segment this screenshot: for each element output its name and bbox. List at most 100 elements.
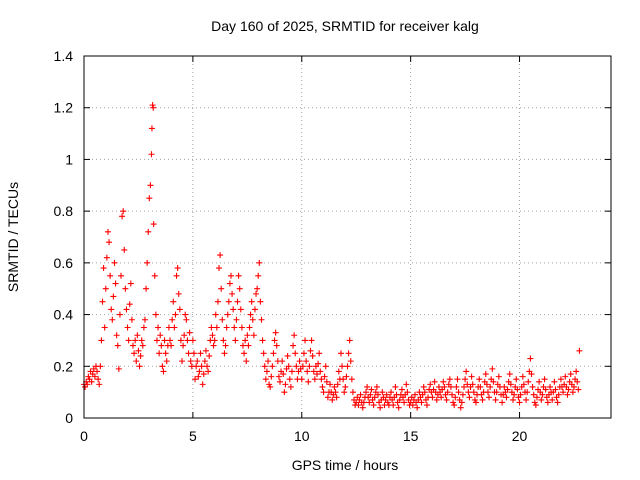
data-point bbox=[538, 396, 545, 403]
data-point bbox=[255, 272, 262, 279]
data-point bbox=[304, 368, 311, 375]
data-point bbox=[343, 373, 350, 380]
data-point bbox=[564, 391, 571, 398]
data-point bbox=[347, 358, 354, 365]
y-tick-label: 0.4 bbox=[54, 307, 74, 323]
x-tick-label: 0 bbox=[80, 428, 88, 444]
plot-frame bbox=[83, 55, 612, 419]
data-point bbox=[220, 337, 227, 344]
data-point bbox=[158, 342, 165, 349]
data-point bbox=[101, 324, 108, 331]
data-point bbox=[565, 386, 572, 393]
data-point bbox=[452, 394, 459, 401]
data-point bbox=[262, 376, 269, 383]
data-point bbox=[162, 350, 169, 357]
data-point bbox=[85, 373, 92, 380]
data-point bbox=[511, 391, 518, 398]
data-point bbox=[377, 404, 384, 411]
data-point bbox=[204, 363, 211, 370]
data-point bbox=[420, 383, 427, 390]
data-point bbox=[567, 371, 574, 378]
data-point bbox=[265, 358, 272, 365]
data-point bbox=[332, 389, 339, 396]
data-point bbox=[364, 383, 371, 390]
data-point bbox=[322, 363, 329, 370]
data-point bbox=[138, 337, 145, 344]
data-point bbox=[247, 311, 254, 318]
data-point bbox=[159, 363, 166, 370]
data-point bbox=[122, 285, 129, 292]
data-point bbox=[245, 342, 252, 349]
data-point bbox=[225, 298, 232, 305]
data-point bbox=[447, 383, 454, 390]
data-point bbox=[224, 311, 231, 318]
data-point bbox=[476, 376, 483, 383]
data-point bbox=[366, 399, 373, 406]
data-point bbox=[331, 383, 338, 390]
data-point bbox=[169, 316, 176, 323]
data-point bbox=[310, 368, 317, 375]
data-point bbox=[359, 404, 366, 411]
data-point bbox=[555, 391, 562, 398]
data-point bbox=[153, 337, 160, 344]
data-point bbox=[531, 399, 538, 406]
data-point bbox=[107, 272, 114, 279]
data-point bbox=[171, 324, 178, 331]
data-point bbox=[529, 383, 536, 390]
data-point bbox=[281, 389, 288, 396]
data-point bbox=[121, 246, 128, 253]
data-point bbox=[344, 363, 351, 370]
data-point bbox=[418, 399, 425, 406]
data-point bbox=[234, 298, 241, 305]
data-point bbox=[175, 290, 182, 297]
data-point bbox=[441, 383, 448, 390]
data-point bbox=[120, 208, 127, 215]
data-point bbox=[232, 337, 239, 344]
data-point bbox=[256, 259, 263, 266]
data-point bbox=[429, 394, 436, 401]
data-point bbox=[161, 337, 168, 344]
data-point bbox=[479, 396, 486, 403]
data-point bbox=[471, 396, 478, 403]
data-point bbox=[168, 342, 175, 349]
data-point bbox=[379, 389, 386, 396]
data-point bbox=[492, 396, 499, 403]
data-point bbox=[525, 378, 532, 385]
data-point bbox=[187, 358, 194, 365]
data-point bbox=[244, 332, 251, 339]
data-point bbox=[360, 399, 367, 406]
data-point bbox=[433, 396, 440, 403]
data-point bbox=[128, 316, 135, 323]
data-point bbox=[239, 342, 246, 349]
data-point bbox=[259, 337, 266, 344]
data-point bbox=[98, 337, 105, 344]
data-point bbox=[88, 378, 95, 385]
data-point bbox=[97, 363, 104, 370]
data-point bbox=[454, 376, 461, 383]
data-point bbox=[103, 254, 110, 261]
data-point bbox=[114, 342, 121, 349]
data-point bbox=[341, 389, 348, 396]
data-point bbox=[527, 355, 534, 362]
data-point bbox=[466, 394, 473, 401]
data-point bbox=[317, 368, 324, 375]
data-point bbox=[401, 399, 408, 406]
data-point bbox=[296, 358, 303, 365]
data-point bbox=[282, 381, 289, 388]
data-point bbox=[327, 381, 334, 388]
data-point bbox=[229, 290, 236, 297]
data-point bbox=[303, 358, 310, 365]
data-point bbox=[334, 381, 341, 388]
data-point bbox=[148, 125, 155, 132]
data-point bbox=[486, 394, 493, 401]
data-point bbox=[279, 358, 286, 365]
data-point bbox=[100, 265, 107, 272]
data-point bbox=[123, 306, 130, 313]
data-point bbox=[199, 381, 206, 388]
data-point bbox=[206, 352, 213, 359]
data-point bbox=[218, 285, 225, 292]
data-point bbox=[249, 316, 256, 323]
data-point bbox=[315, 360, 322, 367]
data-point bbox=[208, 324, 215, 331]
data-point bbox=[423, 402, 430, 409]
